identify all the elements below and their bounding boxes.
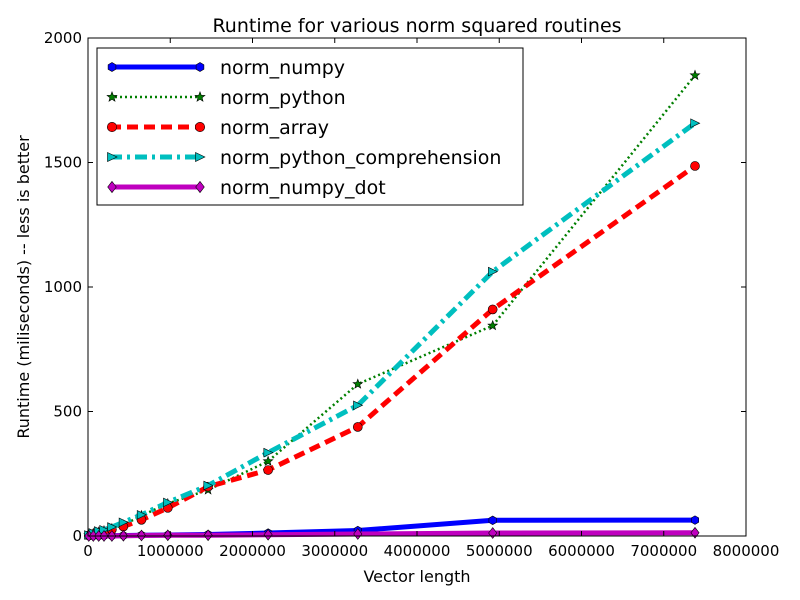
- x-tick-label: 1000000: [137, 542, 204, 560]
- legend-marker: [106, 90, 118, 102]
- data-point: [203, 480, 214, 491]
- legend-marker: [107, 152, 118, 162]
- legend-label: norm_numpy: [220, 57, 345, 79]
- y-tick-label: 0: [72, 527, 82, 545]
- legend-marker: [107, 180, 117, 194]
- legend-marker: [107, 62, 117, 72]
- legend-label: norm_numpy_dot: [220, 177, 386, 199]
- x-tick-label: 8000000: [713, 542, 780, 560]
- data-point: [488, 266, 499, 277]
- data-point: [262, 455, 274, 466]
- legend-item: norm_numpy_dot: [107, 177, 386, 199]
- y-axis-label: Runtime (miliseconds) -- less is better: [14, 135, 33, 439]
- legend-marker: [194, 121, 206, 133]
- legend-label: norm_python: [220, 87, 346, 109]
- y-tick-label: 1000: [44, 278, 82, 296]
- data-point: [118, 517, 129, 528]
- legend-marker: [195, 152, 206, 162]
- legend-item: norm_array: [106, 117, 329, 139]
- legend-marker: [106, 121, 118, 133]
- chart-title: Runtime for various norm squared routine…: [212, 15, 621, 37]
- data-point: [690, 118, 701, 128]
- legend-marker: [195, 180, 205, 194]
- legend-item: norm_python: [106, 87, 346, 109]
- y-tick-label: 500: [53, 403, 82, 421]
- data-point: [263, 528, 273, 541]
- x-tick-label: 7000000: [630, 542, 697, 560]
- data-point: [487, 304, 498, 315]
- legend-item: norm_numpy: [107, 57, 345, 79]
- data-point: [689, 69, 701, 81]
- data-point: [263, 447, 274, 458]
- data-point: [352, 422, 363, 432]
- x-tick-label: 3000000: [301, 542, 368, 560]
- data-point: [690, 526, 700, 539]
- data-point: [353, 400, 364, 411]
- data-point: [263, 465, 273, 475]
- legend-item: norm_python_comprehension: [107, 147, 501, 169]
- data-point: [690, 161, 700, 171]
- x-tick-label: 2000000: [219, 542, 286, 560]
- x-axis-label: Vector length: [363, 567, 470, 586]
- data-point: [136, 510, 147, 520]
- y-tick-label: 1500: [44, 154, 82, 172]
- legend-marker: [195, 62, 205, 72]
- legend-marker: [194, 90, 206, 102]
- data-point: [487, 319, 499, 331]
- legend-label: norm_python_comprehension: [220, 147, 501, 169]
- data-point: [352, 378, 364, 389]
- x-tick-label: 4000000: [384, 542, 451, 560]
- x-tick-label: 6000000: [548, 542, 615, 560]
- data-point: [353, 528, 363, 540]
- data-point: [488, 515, 497, 525]
- legend-label: norm_array: [220, 117, 329, 139]
- ticks-layer: 0 1000000 2000000 3000000 4000000 5000000 6000…: [44, 29, 780, 560]
- legend: norm_numpy norm_python norm_array norm_pyth…: [96, 47, 524, 206]
- data-point: [107, 522, 118, 532]
- data-point: [690, 515, 700, 525]
- x-tick-label: 0: [83, 542, 93, 560]
- x-tick-label: 5000000: [466, 542, 533, 560]
- y-tick-label: 2000: [44, 29, 82, 47]
- data-point: [203, 529, 213, 542]
- data-point: [163, 497, 174, 508]
